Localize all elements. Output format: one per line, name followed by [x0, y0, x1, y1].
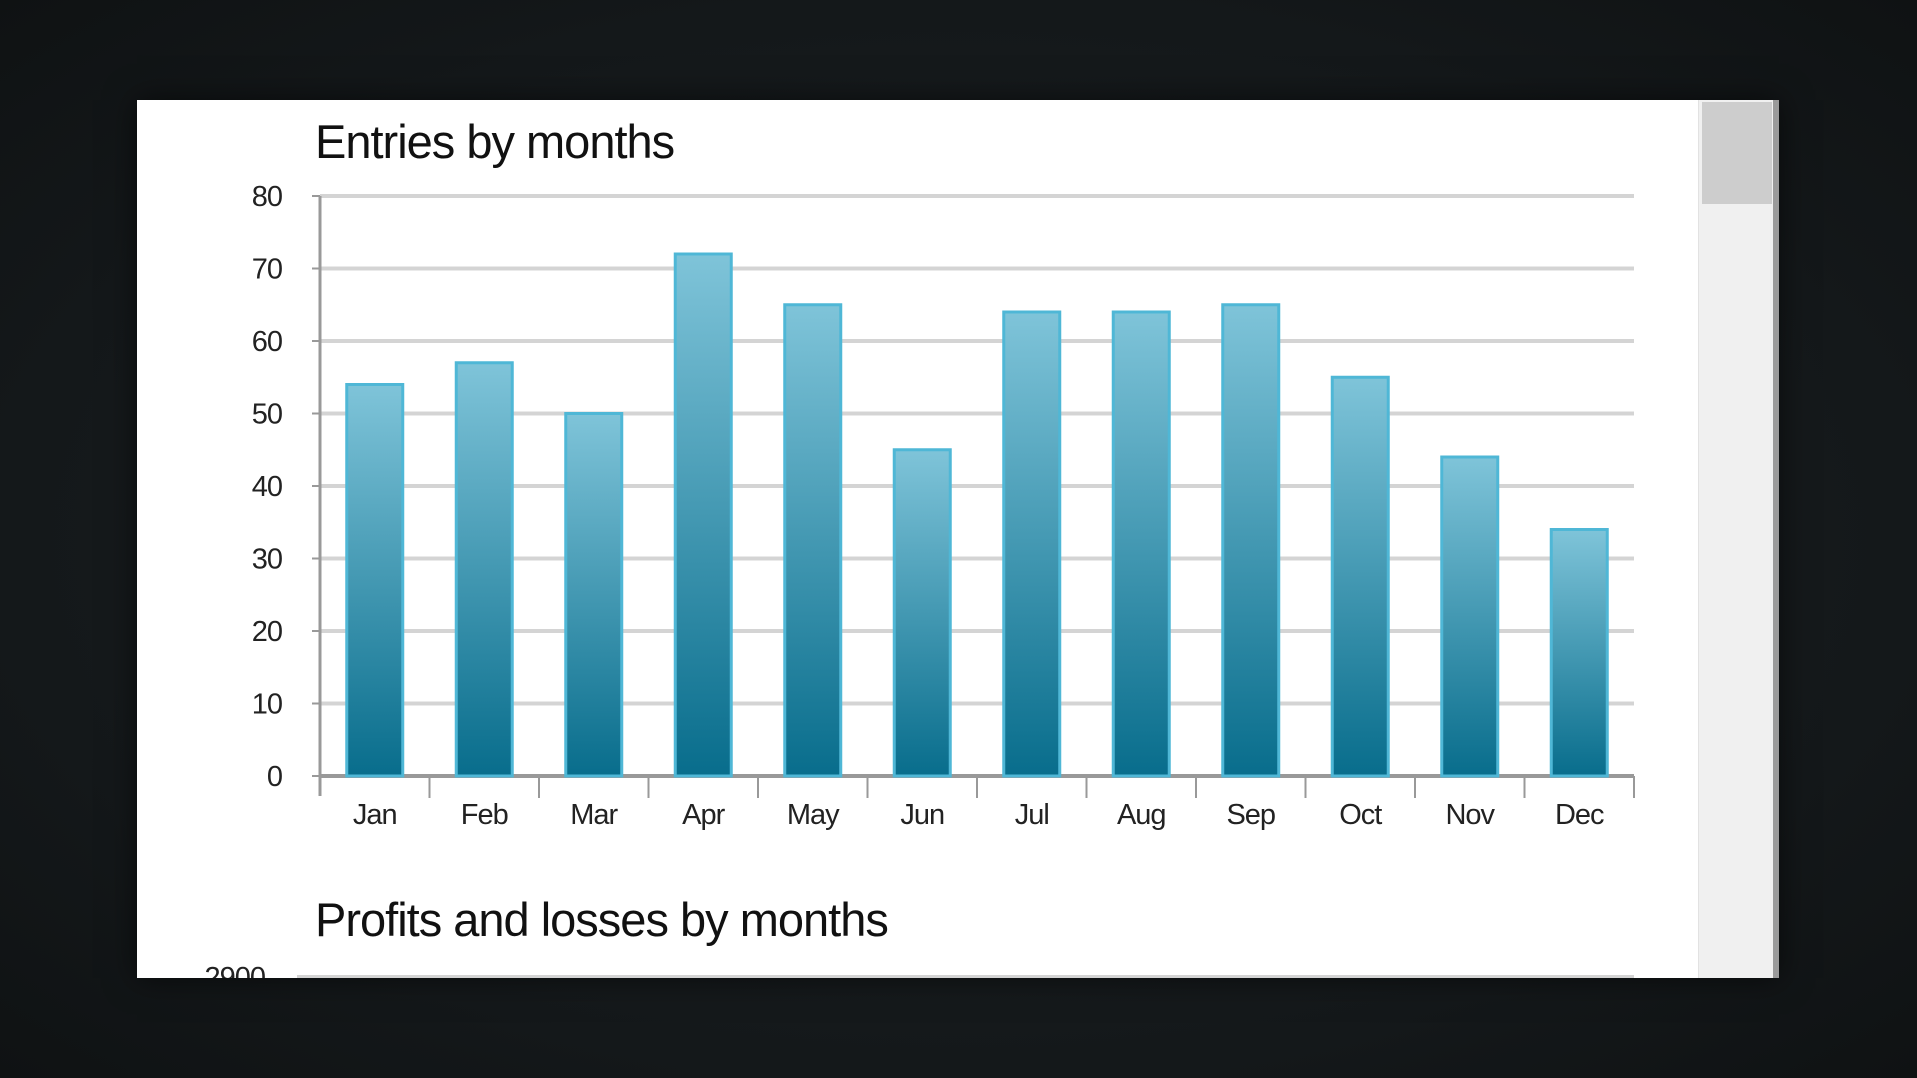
y-tick-label: 40	[252, 471, 282, 503]
bar-aug	[1111, 310, 1171, 778]
bar-feb	[454, 361, 514, 778]
y-tick-label: 60	[252, 326, 282, 358]
x-tick-label: Jun	[900, 799, 944, 831]
y-tick-label: 30	[252, 544, 282, 576]
bar-sep	[1221, 303, 1281, 778]
scrollbar-edge	[1773, 100, 1779, 978]
y-tick-label: 0	[267, 761, 282, 793]
chart-window: Entries by months 0 10 20 30 40 50 60 70 80 Jan Fe…	[137, 100, 1779, 978]
y-tick-label: 10	[252, 689, 282, 721]
profits-chart-partial: 2900	[204, 962, 1634, 978]
x-tick-label: Sep	[1226, 799, 1275, 831]
x-tick-label: Dec	[1555, 799, 1604, 831]
bar-jan	[345, 383, 405, 778]
x-tick-label: Nov	[1445, 799, 1495, 831]
y-tick-label: 20	[252, 616, 282, 648]
x-tick-label: Feb	[461, 799, 508, 831]
bar-mar	[564, 412, 624, 778]
y-tick-label: 50	[252, 399, 282, 431]
entries-bar-chart: 0 10 20 30 40 50 60 70 80 Jan Feb Mar Apr May Jun Jul Au…	[252, 181, 1635, 831]
bar-dec	[1549, 528, 1609, 778]
bar-jun	[892, 448, 952, 778]
bar-may	[783, 303, 843, 778]
chart-title-profits: Profits and losses by months	[315, 893, 889, 946]
x-tick-label: May	[787, 799, 840, 831]
bar-jul	[1002, 310, 1062, 778]
scrollbar-thumb[interactable]	[1702, 102, 1772, 204]
y-tick-label: 2900	[204, 962, 265, 978]
bar-apr	[673, 252, 733, 778]
x-tick-label: Jan	[353, 799, 397, 831]
x-tick-label: Aug	[1117, 799, 1166, 831]
chart-title-entries: Entries by months	[315, 115, 675, 168]
x-tick-label: Mar	[570, 799, 618, 831]
vertical-scrollbar[interactable]	[1698, 100, 1779, 978]
x-tick-label: Oct	[1339, 799, 1382, 831]
y-tick-label: 80	[252, 181, 282, 213]
bar-nov	[1440, 455, 1500, 778]
x-tick-label: Apr	[682, 799, 725, 831]
y-tick-label: 70	[252, 254, 282, 286]
bar-oct	[1330, 375, 1390, 778]
x-tick-label: Jul	[1015, 799, 1049, 831]
